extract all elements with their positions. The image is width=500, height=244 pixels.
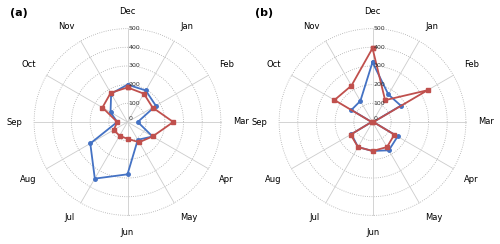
Text: Feb: Feb xyxy=(219,60,234,69)
Text: Sep: Sep xyxy=(6,118,22,126)
Text: Oct: Oct xyxy=(22,60,36,69)
Text: 400: 400 xyxy=(374,45,385,50)
Text: Jun: Jun xyxy=(121,228,134,236)
Text: Jul: Jul xyxy=(64,214,74,223)
Text: 500: 500 xyxy=(374,26,385,31)
Text: Jan: Jan xyxy=(180,21,194,30)
Text: Mar: Mar xyxy=(233,118,249,126)
Text: May: May xyxy=(180,214,198,223)
Text: Aug: Aug xyxy=(20,175,36,184)
Text: Dec: Dec xyxy=(364,8,380,16)
Text: May: May xyxy=(426,214,442,223)
Text: Nov: Nov xyxy=(58,21,74,30)
Text: Nov: Nov xyxy=(303,21,320,30)
Text: Aug: Aug xyxy=(264,175,281,184)
Text: Apr: Apr xyxy=(464,175,478,184)
Text: Feb: Feb xyxy=(464,60,479,69)
Text: (a): (a) xyxy=(10,8,28,18)
Text: Mar: Mar xyxy=(478,118,494,126)
Text: Dec: Dec xyxy=(120,8,136,16)
Text: 400: 400 xyxy=(128,45,140,50)
Text: 100: 100 xyxy=(128,101,140,106)
Text: Oct: Oct xyxy=(266,60,281,69)
Text: 300: 300 xyxy=(128,63,140,69)
Text: (b): (b) xyxy=(255,8,273,18)
Text: 300: 300 xyxy=(374,63,385,69)
Text: Sep: Sep xyxy=(251,118,267,126)
Text: 0: 0 xyxy=(128,116,132,121)
Text: Jun: Jun xyxy=(366,228,379,236)
Text: 100: 100 xyxy=(374,101,385,106)
Text: 200: 200 xyxy=(128,82,140,87)
Text: Jul: Jul xyxy=(310,214,320,223)
Text: Apr: Apr xyxy=(219,175,234,184)
Text: 200: 200 xyxy=(374,82,385,87)
Text: 0: 0 xyxy=(374,116,378,121)
Text: Jan: Jan xyxy=(426,21,438,30)
Text: 500: 500 xyxy=(128,26,140,31)
